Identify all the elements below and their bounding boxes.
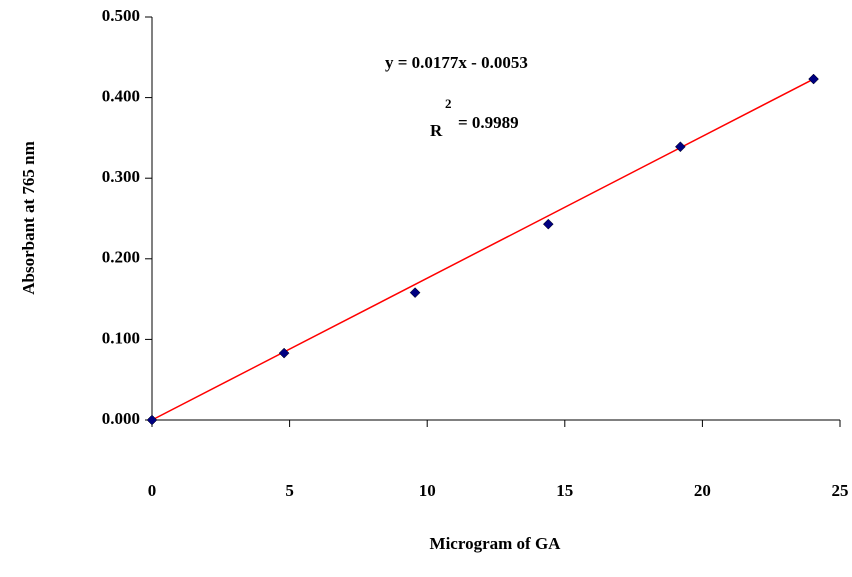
x-tick-label: 15 [556,481,573,500]
data-point [543,219,553,229]
y-tick-label: 0.100 [102,328,140,347]
data-point [809,74,819,84]
y-tick-label: 0.000 [102,409,140,428]
data-point [410,288,420,298]
x-tick-label: 25 [832,481,849,500]
x-tick-label: 20 [694,481,711,500]
annotation: R [430,121,443,140]
y-tick-label: 0.400 [102,87,140,106]
y-axis-label: Absorbant at 765 nm [19,141,38,295]
annotation: 2 [445,96,452,111]
y-tick-label: 0.500 [102,6,140,25]
y-tick-label: 0.300 [102,167,140,186]
annotation: y = 0.0177x - 0.0053 [385,53,528,72]
annotation: = 0.9989 [458,113,519,132]
x-tick-label: 0 [148,481,157,500]
y-tick-label: 0.200 [102,248,140,267]
chart: Microgram of GA Absorbant at 765 nm 0.00… [0,0,852,577]
data-point [147,415,157,425]
x-tick-label: 5 [285,481,294,500]
x-axis-label: Microgram of GA [430,534,562,553]
x-tick-label: 10 [419,481,436,500]
